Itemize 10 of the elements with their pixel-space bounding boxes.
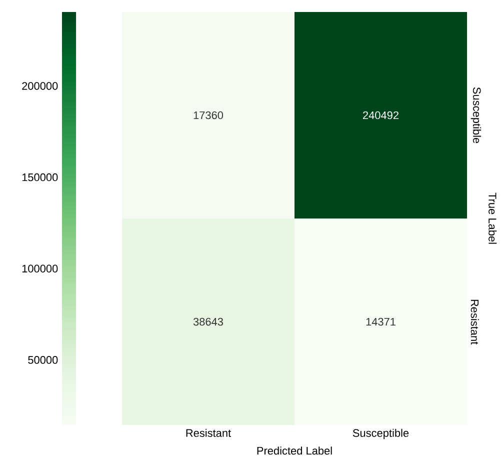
color-bar-label: 200000	[22, 82, 58, 90]
data-label: 17360	[194, 111, 224, 120]
color-bar-label: 150000	[22, 173, 58, 182]
data-label: 14371	[366, 318, 396, 326]
y-axis-title: True Label	[488, 192, 497, 244]
x-axis-title: Predicted Label	[257, 446, 332, 455]
data-label: 38643	[193, 318, 223, 326]
color-bar-label: 50000	[28, 356, 58, 364]
data-label: 240492	[363, 111, 398, 120]
color-bar-label: 100000	[22, 264, 58, 272]
